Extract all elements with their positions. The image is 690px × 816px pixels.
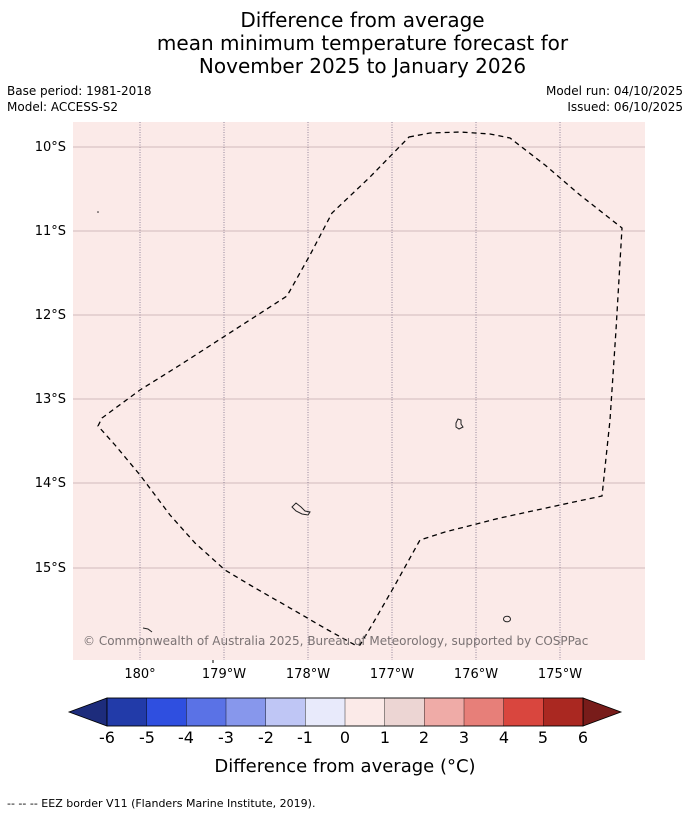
- colorbar-tick: 2: [419, 728, 429, 747]
- colorbar-segment: [147, 698, 187, 726]
- colorbar-low-extension: [69, 698, 107, 726]
- colorbar-high-extension: [583, 698, 621, 726]
- colorbar-tick: -5: [139, 728, 155, 747]
- colorbar-segment: [385, 698, 425, 726]
- colorbar-segment: [226, 698, 266, 726]
- island: [97, 211, 99, 213]
- colorbar-segment: [107, 698, 147, 726]
- lat-label: 10°S: [35, 140, 66, 155]
- lat-label: 12°S: [35, 308, 66, 323]
- colorbar-segment: [305, 698, 345, 726]
- lon-label: 178°W: [286, 667, 330, 682]
- colorbar-segment: [504, 698, 544, 726]
- lon-label: 179°W: [202, 667, 246, 682]
- colorbar-tick: -6: [99, 728, 115, 747]
- colorbar-segment: [543, 698, 583, 726]
- lat-label: 14°S: [35, 476, 66, 491]
- eez-legend: -- -- -- EEZ border V11 (Flanders Marine…: [7, 797, 315, 810]
- colorbar-tick: 1: [380, 728, 390, 747]
- colorbar-tick: 4: [499, 728, 509, 747]
- colorbar-label: Difference from average (°C): [214, 756, 475, 777]
- colorbar-tick: -2: [258, 728, 274, 747]
- longitude-labels: 180° 179°W 178°W 177°W 176°W 175°W: [124, 667, 582, 682]
- colorbar-tick: -3: [218, 728, 234, 747]
- colorbar-tick: 0: [340, 728, 350, 747]
- lat-label: 15°S: [35, 561, 66, 576]
- copyright-text: © Commonwealth of Australia 2025, Bureau…: [83, 634, 588, 648]
- colorbar-tick: 3: [459, 728, 469, 747]
- lat-label: 13°S: [35, 392, 66, 407]
- lat-label: 11°S: [35, 224, 66, 239]
- colorbar-segment: [464, 698, 504, 726]
- colorbar-tick: 5: [538, 728, 548, 747]
- lon-label: 176°W: [454, 667, 498, 682]
- colorbar-segment: [424, 698, 464, 726]
- map-figure: © Commonwealth of Australia 2025, Bureau…: [0, 0, 690, 816]
- colorbar-tick: 6: [578, 728, 588, 747]
- lon-label: 177°W: [370, 667, 414, 682]
- colorbar: [69, 698, 621, 726]
- colorbar-segment: [266, 698, 306, 726]
- lon-label: 180°: [124, 667, 155, 682]
- colorbar-segment: [186, 698, 226, 726]
- latitude-labels: 10°S 11°S 12°S 13°S 14°S 15°S: [35, 140, 66, 576]
- lon-label: 175°W: [538, 667, 582, 682]
- map-area: [73, 122, 645, 660]
- colorbar-tick: -4: [178, 728, 194, 747]
- colorbar-tick: -1: [297, 728, 313, 747]
- colorbar-segment: [345, 698, 385, 726]
- colorbar-tick-labels: -6 -5 -4 -3 -2 -1 0 1 2 3 4 5 6: [99, 728, 588, 747]
